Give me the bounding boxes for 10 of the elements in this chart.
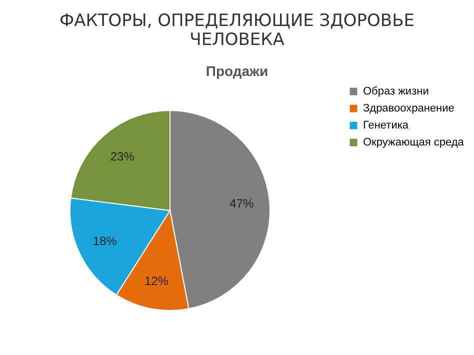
legend-label: Здравоохранение <box>363 102 454 114</box>
chart-title: ФАКТОРЫ, ОПРЕДЕЛЯЮЩИЕ ЗДОРОВЬЕ ЧЕЛОВЕКА <box>60 11 414 50</box>
legend-label: Образ жизни <box>363 86 429 98</box>
legend-label: Окружающая среда <box>363 136 465 148</box>
chart-subtitle: Продажи <box>206 63 268 79</box>
data-label: 23% <box>110 149 135 164</box>
data-label: 47% <box>230 196 254 211</box>
data-label: 12% <box>144 274 169 288</box>
legend-label: Генетика <box>363 120 410 132</box>
data-label: 18% <box>92 234 118 248</box>
